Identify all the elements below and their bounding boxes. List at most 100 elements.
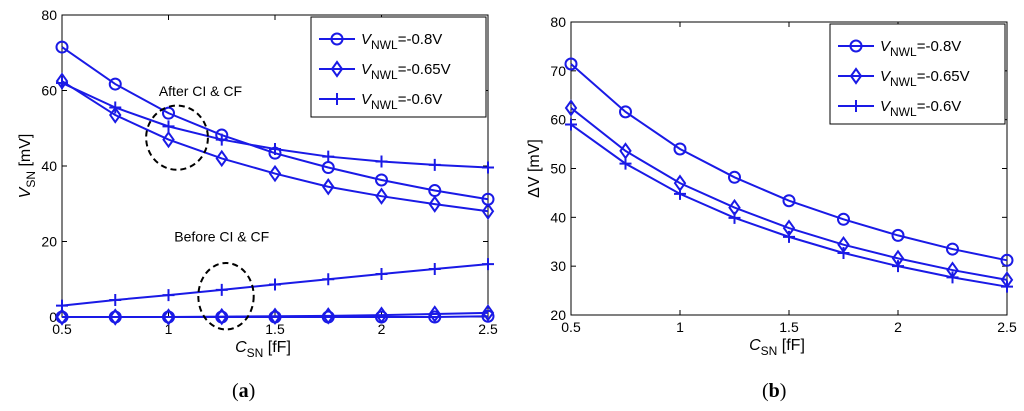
data-point (162, 106, 175, 120)
data-point (55, 308, 69, 326)
data-point (1001, 280, 1013, 293)
data-point (375, 155, 388, 168)
panel-label-b: (b) (762, 380, 787, 402)
annotation: After CI & CF (159, 83, 242, 99)
data-point (428, 158, 441, 171)
data-point (673, 142, 687, 156)
series-line (570, 63, 1008, 262)
data-point (109, 101, 122, 114)
x-tick-label: 2.5 (997, 319, 1017, 335)
y-axis-label: ΔV [mV] (526, 139, 543, 198)
data-point (728, 170, 741, 184)
legend-entry: VNWL=-0.6V (361, 91, 442, 112)
y-axis-label-group: VSN [mV] (17, 134, 38, 199)
data-point (109, 294, 122, 307)
data-point (564, 99, 578, 117)
data-point (56, 299, 68, 312)
data-point (946, 242, 959, 256)
series-line (61, 80, 489, 213)
data-point (783, 230, 795, 243)
data-point (564, 57, 578, 71)
y-tick-label: 80 (41, 7, 57, 23)
data-point (322, 178, 335, 196)
y-tick-label: 70 (550, 63, 566, 79)
data-point (565, 118, 577, 131)
x-tick-label: 1 (676, 319, 684, 335)
x-axis-label: CSN [fF] (749, 337, 805, 358)
data-point (482, 161, 494, 174)
y-tick-label: 50 (550, 161, 566, 177)
data-point (162, 308, 175, 326)
dashed-ellipse (197, 262, 255, 331)
data-point (162, 130, 175, 149)
data-point (215, 133, 228, 146)
data-point (782, 194, 796, 208)
y-tick-label: 60 (550, 112, 566, 128)
data-point (619, 157, 632, 170)
data-point (268, 164, 282, 183)
data-point (269, 143, 281, 156)
data-point (428, 263, 441, 276)
x-tick-label: 0.5 (52, 321, 72, 337)
data-point (375, 267, 388, 280)
x-tick-label: 1.5 (265, 321, 285, 337)
data-point (322, 307, 335, 325)
legend-entry: VNWL=-0.8V (880, 38, 961, 59)
data-point (1000, 253, 1014, 267)
x-tick-label: 2.5 (478, 321, 498, 337)
y-axis-label-group: ΔV [mV] (526, 139, 543, 198)
y-tick-label: 80 (550, 14, 566, 30)
x-tick-label: 0.5 (561, 319, 581, 335)
data-point (322, 150, 335, 163)
series-line (62, 311, 489, 318)
series-line (570, 107, 1008, 281)
data-point (375, 187, 388, 205)
data-point (269, 278, 281, 291)
data-point (481, 309, 495, 323)
data-point (481, 202, 495, 221)
data-point (428, 195, 441, 213)
y-tick-label: 40 (41, 158, 57, 174)
data-point (481, 304, 495, 322)
data-point (674, 187, 686, 200)
data-point (55, 40, 69, 54)
legend-marker (331, 93, 343, 105)
data-point (109, 308, 122, 326)
legend-marker (850, 100, 862, 112)
legend-entry: VNWL=-0.8V (361, 31, 442, 52)
legend-marker (849, 39, 863, 53)
y-tick-label: 30 (550, 258, 566, 274)
annotation: Before CI & CF (174, 229, 269, 245)
chart-a: 0.5 1 1.5 2 2.5 0 20 40 60 80 CSN [fF] VSN [mV] Afte… (17, 7, 498, 360)
data-point (619, 105, 632, 119)
data-point (728, 211, 741, 224)
x-tick-label: 2 (894, 319, 902, 335)
data-point (428, 305, 441, 323)
data-point (946, 271, 959, 284)
y-tick-label: 20 (41, 234, 57, 250)
x-tick-label: 1.5 (779, 319, 799, 335)
data-point (215, 307, 228, 326)
data-point (375, 306, 388, 324)
x-axis-label: CSN [fF] (235, 339, 291, 360)
data-point (215, 283, 228, 296)
data-point (837, 246, 850, 259)
legend-marker (849, 67, 863, 85)
y-tick-label: 60 (41, 83, 57, 99)
data-point (215, 149, 228, 168)
data-point (482, 258, 494, 271)
dashed-ellipse (145, 104, 209, 171)
y-tick-label: 20 (550, 307, 566, 323)
data-point (56, 76, 68, 89)
panel-label-a: (a) (232, 380, 256, 402)
data-point (322, 273, 335, 286)
data-point (108, 77, 122, 91)
data-point (162, 289, 175, 302)
data-point (109, 106, 122, 124)
data-point (892, 260, 904, 273)
data-point (268, 307, 282, 325)
chart-b: 0.5 1 1.5 2 2.5 20 30 40 50 60 70 80 CSN [fF] ΔV [mV]… (526, 14, 1017, 358)
data-point (837, 212, 850, 226)
y-tick-label: 40 (550, 209, 566, 225)
